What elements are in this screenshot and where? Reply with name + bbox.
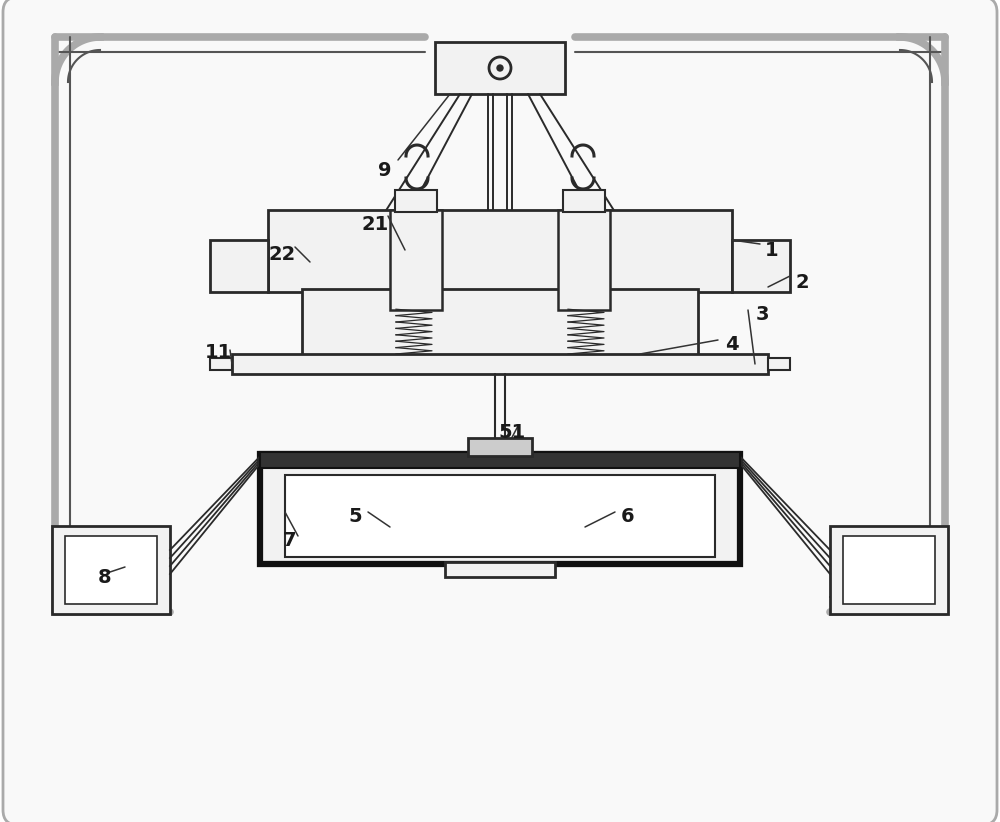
Bar [558, 210, 610, 310]
Bar [468, 438, 532, 456]
Bar [395, 190, 437, 212]
Text: 22: 22 [268, 244, 296, 264]
Text: 8: 8 [98, 567, 112, 587]
Text: 7: 7 [283, 530, 297, 549]
Text: 11: 11 [204, 343, 232, 362]
Circle shape [497, 65, 503, 71]
Bar [843, 536, 935, 604]
Bar [210, 240, 268, 292]
Bar [435, 42, 565, 94]
Text: 21: 21 [361, 215, 389, 233]
Bar [732, 240, 790, 292]
Bar [563, 190, 605, 212]
Bar [260, 452, 740, 468]
Text: 4: 4 [725, 335, 739, 353]
Text: 5: 5 [348, 506, 362, 525]
Bar [65, 536, 157, 604]
Bar [260, 454, 740, 564]
Text: 2: 2 [795, 273, 809, 292]
Bar [830, 526, 948, 614]
Bar [302, 289, 698, 357]
Text: 3: 3 [755, 304, 769, 324]
Bar [268, 210, 732, 292]
Text: 9: 9 [378, 160, 392, 179]
FancyBboxPatch shape [3, 0, 997, 822]
Bar [52, 526, 170, 614]
Text: 6: 6 [621, 506, 635, 525]
Text: 1: 1 [765, 241, 779, 260]
Bar [232, 354, 768, 374]
Bar [445, 562, 555, 577]
Bar [285, 475, 715, 557]
Bar [390, 210, 442, 310]
Bar [768, 358, 790, 370]
Text: 51: 51 [498, 423, 526, 441]
Bar [210, 358, 232, 370]
